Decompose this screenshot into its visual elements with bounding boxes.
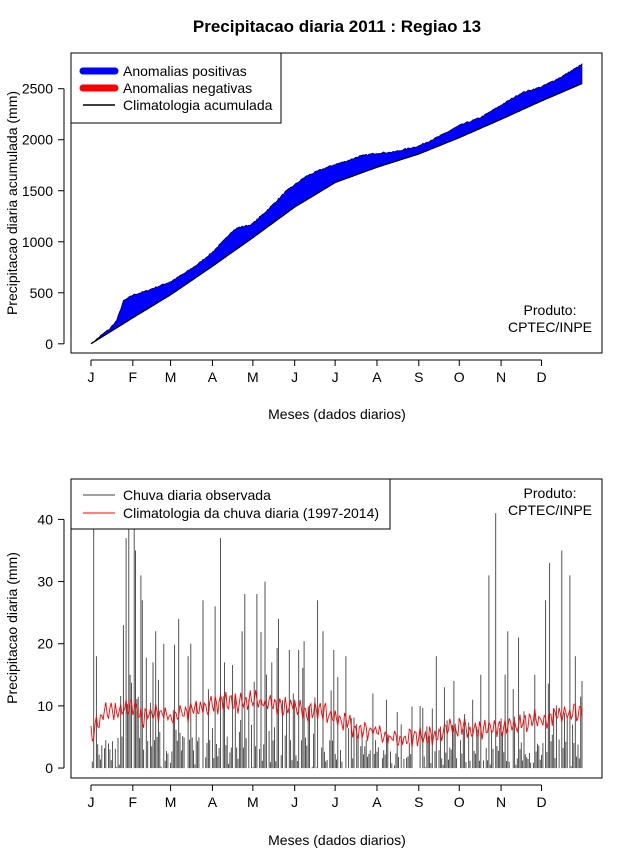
- daily-x-tick-label: S: [414, 794, 423, 810]
- daily-legend-box: [70, 478, 391, 530]
- daily-climatology-line: [90, 690, 583, 748]
- daily-y-tick-label: 30: [37, 574, 53, 590]
- daily-x-axis-label: Meses (dados diarios): [268, 832, 406, 848]
- legend-label-negative: Anomalias negativas: [123, 80, 252, 96]
- daily-y-tick-label: 20: [37, 636, 53, 652]
- daily-y-tick-label: 40: [37, 511, 53, 527]
- daily-y-tick-label: 10: [37, 698, 53, 714]
- legend-label-positive: Anomalias positivas: [123, 63, 247, 79]
- daily-x-tick-label: M: [247, 794, 259, 810]
- cumulative-x-tick-label: M: [247, 369, 259, 385]
- cumulative-y-tick-label: 1500: [22, 183, 53, 199]
- daily-x-tick-label: N: [496, 794, 506, 810]
- daily-x-tick-label: A: [208, 794, 218, 810]
- daily-x-tick-label: A: [372, 794, 382, 810]
- daily-product-label: Produto:: [524, 485, 577, 501]
- cumulative-x-tick-label: A: [208, 369, 218, 385]
- cumulative-y-tick-label: 500: [30, 285, 54, 301]
- cumulative-x-tick-label: J: [291, 369, 298, 385]
- daily-x-tick-label: J: [291, 794, 298, 810]
- cumulative-x-tick-label: F: [129, 369, 138, 385]
- climatology-cumulative-line: [90, 83, 583, 345]
- cumulative-y-tick-label: 1000: [22, 234, 53, 250]
- cumulative-product-source: CPTEC/INPE: [508, 319, 592, 335]
- cumulative-x-tick-label: A: [372, 369, 382, 385]
- cumulative-legend: Anomalias positivas Anomalias negativas …: [70, 52, 282, 124]
- cumulative-y-axis: 0 500 1000 1500 2000 2500: [22, 81, 65, 352]
- daily-product-source: CPTEC/INPE: [508, 502, 592, 518]
- cumulative-x-axis-label: Meses (dados diarios): [268, 406, 406, 422]
- daily-panel: 0 10 20 30 40 J F M A M J J A S O N D Meses (dados diar…: [4, 478, 603, 848]
- cumulative-x-tick-label: N: [496, 369, 506, 385]
- daily-y-axis: 0 10 20 30 40: [37, 511, 65, 776]
- cumulative-y-tick-label: 0: [45, 336, 53, 352]
- daily-x-tick-label: M: [165, 794, 177, 810]
- cumulative-plot-frame: [70, 52, 603, 354]
- daily-legend: Chuva diaria observada Climatologia da c…: [70, 478, 391, 530]
- cumulative-marks: [90, 63, 583, 345]
- daily-x-tick-label: F: [129, 794, 138, 810]
- legend-label-daily-climatology: Climatologia da chuva diaria (1997-2014): [123, 505, 379, 521]
- cumulative-x-tick-label: D: [536, 369, 546, 385]
- daily-x-tick-label: D: [536, 794, 546, 810]
- cumulative-x-tick-label: S: [414, 369, 423, 385]
- daily-x-tick-label: O: [454, 794, 465, 810]
- legend-label-climatology: Climatologia acumulada: [123, 97, 273, 113]
- cumulative-x-tick-label: J: [88, 369, 95, 385]
- daily-x-tick-label: J: [88, 794, 95, 810]
- cumulative-product-label: Produto:: [524, 302, 577, 318]
- cumulative-panel: 0 500 1000 1500 2000 2500 J F M A M J J A S O N D Meses …: [4, 52, 603, 422]
- cumulative-x-tick-label: J: [332, 369, 339, 385]
- cumulative-x-tick-label: O: [454, 369, 465, 385]
- cumulative-y-tick-label: 2000: [22, 132, 53, 148]
- chart-title: Precipitacao diaria 2011 : Regiao 13: [193, 17, 481, 36]
- cumulative-y-tick-label: 2500: [22, 81, 53, 97]
- daily-y-tick-label: 0: [45, 760, 53, 776]
- cumulative-x-tick-label: M: [165, 369, 177, 385]
- daily-y-axis-label: Precipitacao diaria (mm): [4, 552, 20, 704]
- legend-label-observed: Chuva diaria observada: [123, 487, 271, 503]
- daily-x-tick-label: J: [332, 794, 339, 810]
- daily-marks: [90, 513, 583, 769]
- cumulative-y-axis-label: Precipitacao diaria acumulada (mm): [4, 91, 20, 315]
